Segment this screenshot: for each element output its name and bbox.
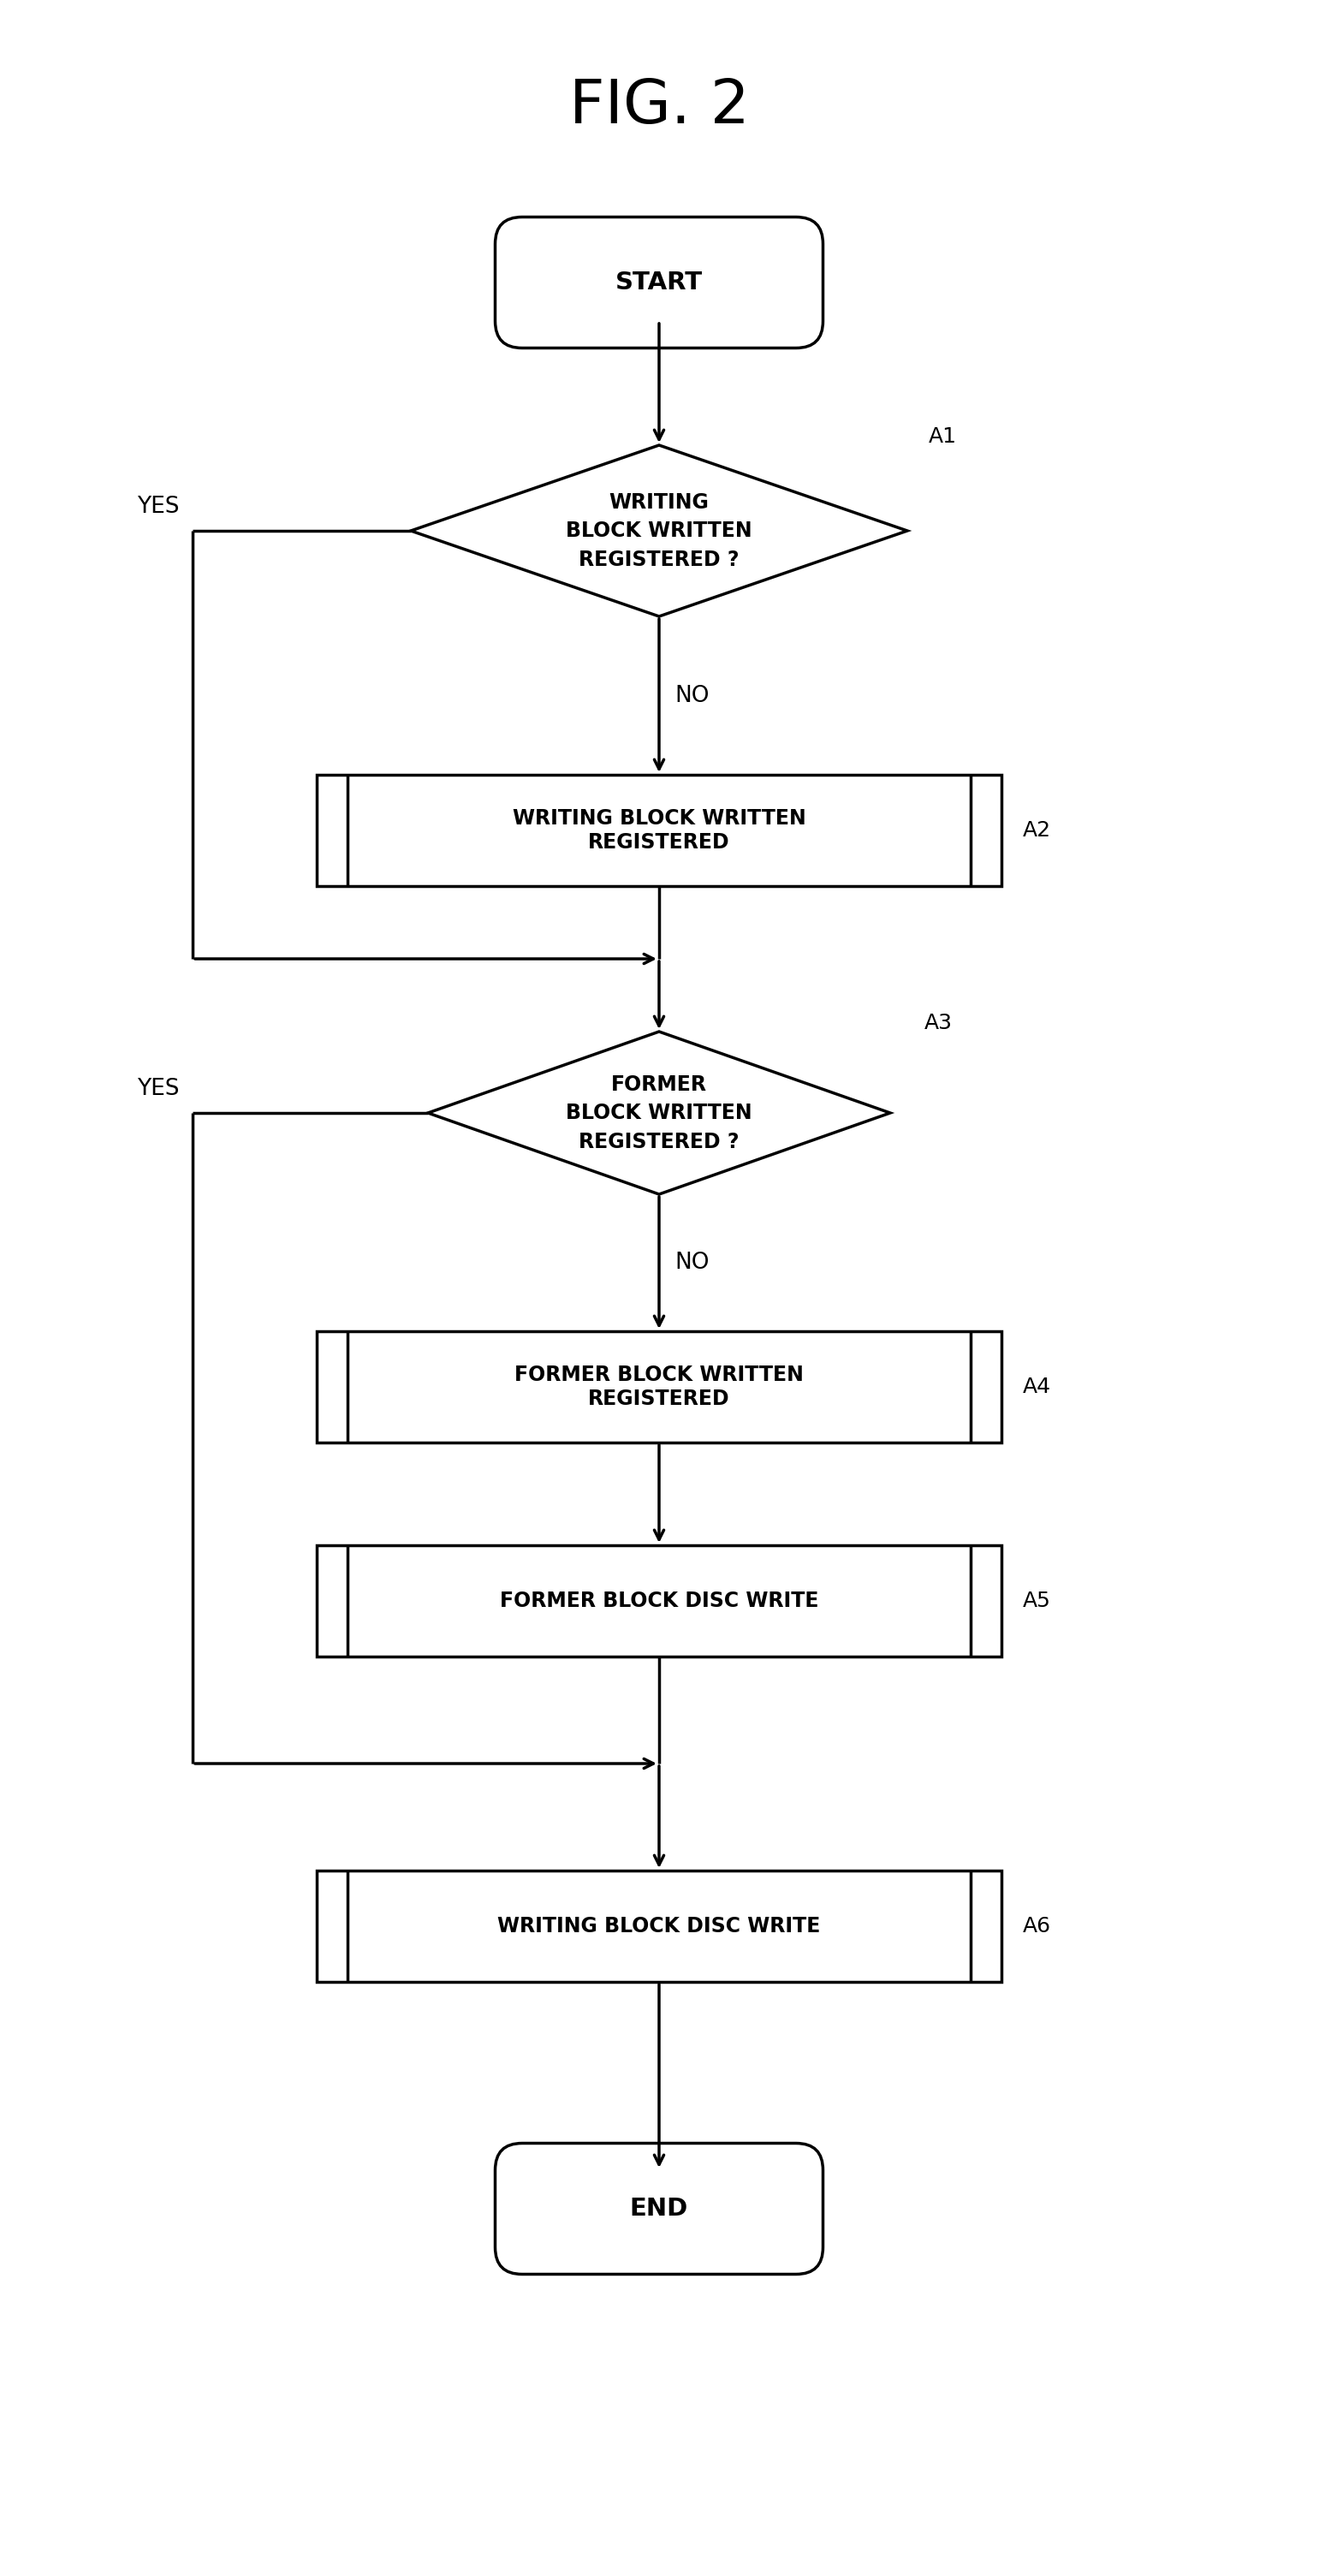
Text: A2: A2 — [1022, 819, 1051, 840]
Text: A3: A3 — [925, 1012, 952, 1033]
Polygon shape — [427, 1030, 890, 1195]
Text: WRITING BLOCK WRITTEN
REGISTERED: WRITING BLOCK WRITTEN REGISTERED — [512, 809, 806, 853]
FancyBboxPatch shape — [495, 216, 823, 348]
Text: END: END — [630, 2197, 689, 2221]
Text: WRITING BLOCK DISC WRITE: WRITING BLOCK DISC WRITE — [497, 1917, 820, 1937]
Bar — [317, 1870, 1001, 1981]
Text: FORMER BLOCK DISC WRITE: FORMER BLOCK DISC WRITE — [500, 1589, 819, 1610]
Text: A5: A5 — [1022, 1589, 1051, 1610]
Bar — [317, 1332, 1001, 1443]
Text: WRITING
BLOCK WRITTEN
REGISTERED ?: WRITING BLOCK WRITTEN REGISTERED ? — [566, 492, 752, 569]
Text: NO: NO — [674, 685, 710, 706]
Polygon shape — [410, 446, 907, 616]
Text: A6: A6 — [1022, 1917, 1051, 1937]
Text: YES: YES — [137, 495, 179, 518]
Text: FORMER
BLOCK WRITTEN
REGISTERED ?: FORMER BLOCK WRITTEN REGISTERED ? — [566, 1074, 752, 1151]
FancyBboxPatch shape — [495, 2143, 823, 2275]
Text: YES: YES — [137, 1077, 179, 1100]
Bar — [317, 1546, 1001, 1656]
Text: A4: A4 — [1022, 1376, 1051, 1396]
Bar — [317, 775, 1001, 886]
Text: A1: A1 — [929, 428, 958, 446]
Text: START: START — [616, 270, 703, 294]
Text: FIG. 2: FIG. 2 — [568, 77, 749, 137]
Text: FORMER BLOCK WRITTEN
REGISTERED: FORMER BLOCK WRITTEN REGISTERED — [514, 1365, 803, 1409]
Text: NO: NO — [674, 1252, 710, 1275]
